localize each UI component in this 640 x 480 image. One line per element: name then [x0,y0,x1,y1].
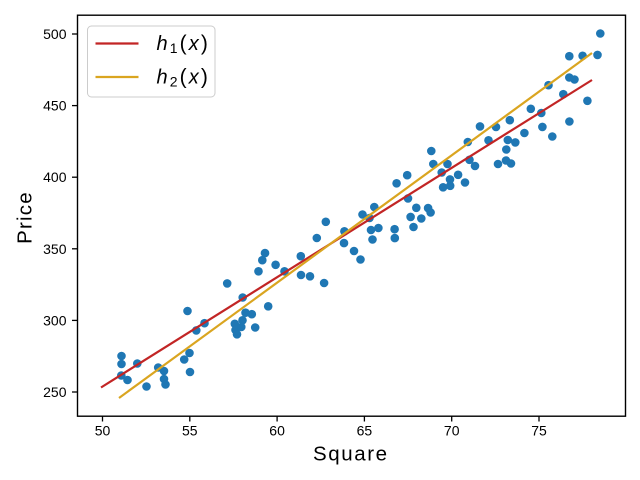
svg-text:75: 75 [531,422,547,438]
svg-text:300: 300 [43,312,67,328]
svg-text:50: 50 [95,422,111,438]
svg-text:60: 60 [269,422,285,438]
svg-text:250: 250 [43,384,67,400]
svg-text:Price: Price [14,191,37,244]
svg-text:h1(x): h1(x) [157,32,210,56]
svg-text:400: 400 [43,169,67,185]
svg-text:55: 55 [182,422,198,438]
svg-text:350: 350 [43,241,67,257]
svg-text:Square: Square [313,442,389,465]
svg-text:500: 500 [43,26,67,42]
svg-text:65: 65 [357,422,373,438]
svg-text:h2(x): h2(x) [157,65,210,89]
svg-text:450: 450 [43,98,67,114]
svg-text:70: 70 [444,422,460,438]
